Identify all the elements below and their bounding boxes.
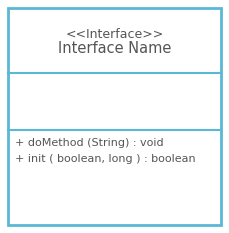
Text: + init ( boolean, long ) : boolean: + init ( boolean, long ) : boolean — [15, 154, 196, 164]
Text: + doMethod (String) : void: + doMethod (String) : void — [15, 138, 164, 148]
Text: Interface Name: Interface Name — [58, 41, 171, 56]
Text: <<Interface>>: <<Interface>> — [65, 28, 164, 41]
